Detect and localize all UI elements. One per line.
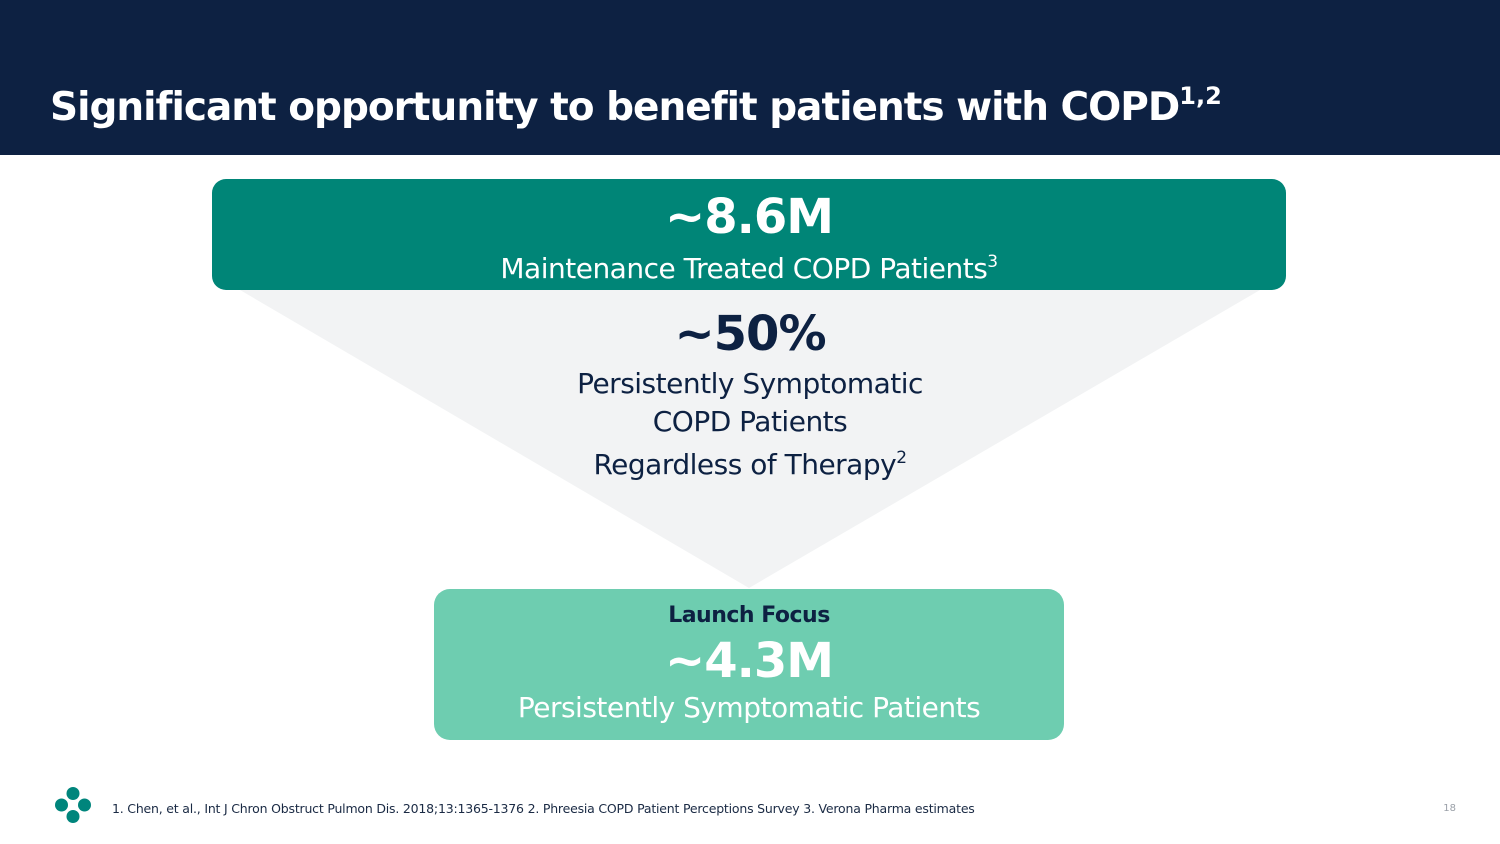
top-tier-label-text: Maintenance Treated COPD Patients (500, 252, 988, 285)
bottom-tier-heading: Launch Focus (668, 603, 830, 628)
top-tier-value: ~8.6M (664, 189, 834, 245)
middle-tier-line-3: Regardless of Therapy2 (450, 440, 1050, 484)
bottom-tier-box: Launch Focus ~4.3M Persistently Symptoma… (434, 589, 1064, 740)
footnotes: 1. Chen, et al., Int J Chron Obstruct Pu… (112, 801, 975, 816)
middle-tier-superscript: 2 (896, 448, 907, 468)
middle-tier-line-3-text: Regardless of Therapy (593, 448, 897, 481)
top-tier-label: Maintenance Treated COPD Patients3 (212, 242, 1286, 289)
page-title-text: Significant opportunity to benefit patie… (50, 85, 1180, 130)
bottom-tier-value: ~4.3M (664, 633, 834, 689)
header-bar: Significant opportunity to benefit patie… (0, 0, 1500, 155)
middle-tier-value: ~50% (674, 306, 826, 362)
middle-tier-line-2: COPD Patients (652, 404, 848, 438)
merck-logo-icon (55, 787, 91, 823)
page-number: 18 (1443, 803, 1456, 814)
bottom-tier-label: Persistently Symptomatic Patients (517, 691, 981, 724)
middle-tier: ~50% Persistently Symptomatic COPD Patie… (450, 303, 1050, 484)
top-tier-superscript: 3 (987, 252, 998, 272)
top-tier-box: ~8.6M Maintenance Treated COPD Patients3 (212, 179, 1286, 290)
middle-tier-line-1: Persistently Symptomatic (577, 367, 923, 400)
funnel-triangle (240, 290, 1260, 588)
title-superscript: 1,2 (1179, 82, 1222, 110)
page-title: Significant opportunity to benefit patie… (50, 68, 1222, 136)
